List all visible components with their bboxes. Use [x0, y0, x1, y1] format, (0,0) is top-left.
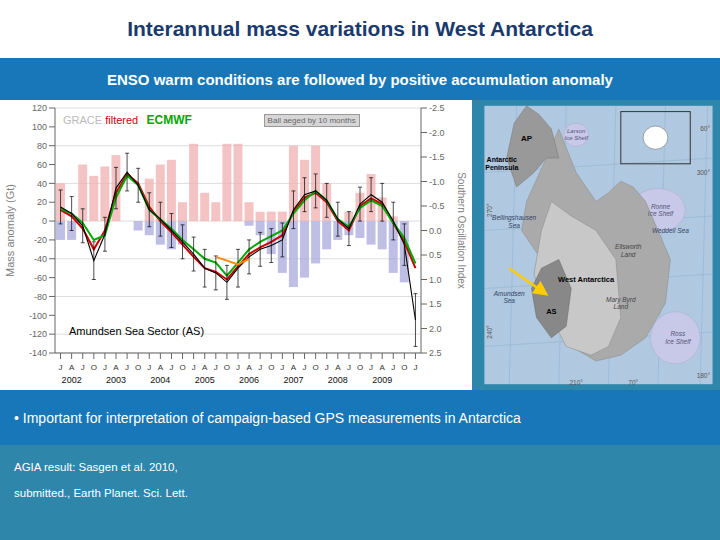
svg-text:0.5: 0.5	[429, 250, 442, 260]
svg-text:2003: 2003	[106, 375, 126, 385]
svg-text:40: 40	[37, 179, 47, 189]
svg-text:60°: 60°	[700, 125, 710, 132]
svg-text:EllsworthLand: EllsworthLand	[615, 243, 642, 257]
svg-text:300°: 300°	[697, 169, 711, 176]
svg-text:Weddell Sea: Weddell Sea	[652, 227, 689, 234]
svg-text:J: J	[391, 363, 395, 372]
svg-text:O: O	[357, 363, 363, 372]
svg-text:AP: AP	[521, 134, 533, 143]
svg-text:A: A	[113, 363, 119, 372]
svg-text:-40: -40	[34, 254, 47, 264]
svg-text:270°: 270°	[486, 203, 493, 217]
svg-text:-0.5: -0.5	[429, 201, 445, 211]
svg-text:J: J	[369, 363, 373, 372]
svg-text:80: 80	[37, 141, 47, 151]
svg-text:120: 120	[32, 103, 47, 113]
html-text:GRACE filtered: GRACE filtered	[63, 114, 139, 126]
svg-text:O: O	[313, 363, 319, 372]
svg-text:RonneIce Shelf: RonneIce Shelf	[648, 203, 674, 217]
html-text:submitted., Earth Planet. Sci.: submitted., Earth Planet. Sci. Lett.	[14, 487, 188, 499]
svg-text:2004: 2004	[150, 375, 170, 385]
svg-text:A: A	[158, 363, 164, 372]
svg-text:180°: 180°	[697, 372, 711, 379]
svg-text:240°: 240°	[486, 325, 493, 339]
svg-text:1.0: 1.0	[429, 275, 442, 285]
html-text:ECMWF: ECMWF	[146, 113, 192, 127]
svg-text:1.5: 1.5	[429, 299, 442, 309]
html-text:Ball aeged by 10 months: Ball aeged by 10 months	[267, 116, 356, 125]
svg-text:O: O	[224, 363, 230, 372]
svg-text:-1.0: -1.0	[429, 177, 445, 187]
svg-text:J: J	[303, 363, 307, 372]
svg-text:J: J	[59, 363, 63, 372]
svg-text:2007: 2007	[283, 375, 303, 385]
svg-text:2005: 2005	[195, 375, 215, 385]
svg-text:J: J	[258, 363, 262, 372]
svg-text:J: J	[147, 363, 151, 372]
svg-text:O: O	[401, 363, 407, 372]
svg-text:-140: -140	[29, 348, 47, 358]
svg-text:0.0: 0.0	[429, 226, 442, 236]
svg-text:J: J	[347, 363, 351, 372]
svg-text:210°: 210°	[569, 379, 583, 386]
svg-text:West Antarctica: West Antarctica	[558, 275, 615, 284]
svg-text:O: O	[179, 363, 185, 372]
html-text:AGIA result: Sasgen et al. 201: AGIA result: Sasgen et al. 2010,	[14, 461, 178, 473]
svg-text:-1.5: -1.5	[429, 152, 445, 162]
svg-text:A: A	[380, 363, 386, 372]
svg-text:AmundsenSea: AmundsenSea	[493, 290, 525, 304]
svg-text:-2.5: -2.5	[429, 103, 445, 113]
svg-text:J: J	[280, 363, 284, 372]
svg-text:A: A	[335, 363, 341, 372]
svg-text:RossIce Shelf: RossIce Shelf	[665, 330, 691, 344]
svg-text:100: 100	[32, 122, 47, 132]
svg-text:O: O	[91, 363, 97, 372]
svg-text:-20: -20	[34, 235, 47, 245]
svg-text:20: 20	[37, 197, 47, 207]
svg-text:Mary ByrdLand: Mary ByrdLand	[606, 296, 636, 310]
svg-text:2009: 2009	[372, 375, 392, 385]
svg-text:J: J	[192, 363, 196, 372]
svg-text:O: O	[135, 363, 141, 372]
svg-text:J: J	[169, 363, 173, 372]
svg-text:J: J	[214, 363, 218, 372]
svg-text:-100: -100	[29, 311, 47, 321]
svg-text:J: J	[325, 363, 329, 372]
svg-text:Southern Oscillation Index: Southern Oscillation Index	[456, 172, 467, 289]
svg-text:J: J	[103, 363, 107, 372]
svg-text:A: A	[69, 363, 75, 372]
svg-text:O: O	[268, 363, 274, 372]
svg-text:J: J	[413, 363, 417, 372]
svg-text:Mass anomaly (Gt): Mass anomaly (Gt)	[8, 184, 16, 277]
svg-text:2008: 2008	[328, 375, 348, 385]
svg-text:60: 60	[37, 160, 47, 170]
svg-text:BellingshausenSea: BellingshausenSea	[492, 214, 536, 228]
html-text:Interannual mass variations in: Interannual mass variations in West Anta…	[127, 17, 593, 40]
svg-text:A: A	[246, 363, 252, 372]
svg-text:2.0: 2.0	[429, 324, 442, 334]
svg-text:-80: -80	[34, 292, 47, 302]
svg-text:J: J	[81, 363, 85, 372]
svg-text:LarsonIce Shelf: LarsonIce Shelf	[564, 128, 589, 141]
svg-text:AS: AS	[546, 307, 556, 316]
svg-text:0: 0	[42, 216, 47, 226]
html-text:• Important for interpretation: • Important for interpretation of campai…	[14, 409, 521, 426]
svg-text:AntarcticPeninsula: AntarcticPeninsula	[485, 156, 518, 171]
html-text:Amundsen Sea Sector (AS): Amundsen Sea Sector (AS)	[69, 325, 205, 337]
svg-text:-2.0: -2.0	[429, 128, 445, 138]
svg-text:2.5: 2.5	[429, 348, 442, 358]
svg-text:J: J	[236, 363, 240, 372]
svg-text:J: J	[125, 363, 129, 372]
svg-text:70°: 70°	[628, 379, 638, 386]
svg-text:A: A	[202, 363, 208, 372]
svg-text:-120: -120	[29, 329, 47, 339]
svg-text:-60: -60	[34, 273, 47, 283]
svg-text:A: A	[291, 363, 297, 372]
svg-text:2002: 2002	[62, 375, 82, 385]
html-text:ENSO warm conditions are follo: ENSO warm conditions are followed by pos…	[107, 70, 613, 88]
svg-text:2006: 2006	[239, 375, 259, 385]
